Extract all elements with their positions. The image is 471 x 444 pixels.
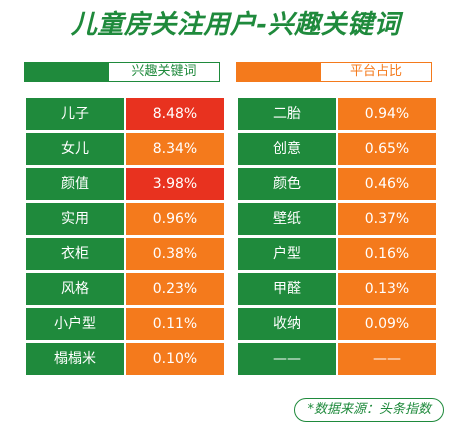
share-cell: 8.34% bbox=[126, 133, 224, 165]
keyword-cell: 衣柜 bbox=[26, 238, 124, 270]
share-cell: —— bbox=[338, 343, 436, 375]
share-cell: 0.94% bbox=[338, 98, 436, 130]
left-table: 儿子 8.48% 女儿 8.34% 颜值 3.98% 实用 0.96% 衣柜 0.38% 风格 0.2… bbox=[26, 98, 224, 378]
share-cell: 0.46% bbox=[338, 168, 436, 200]
chart-title: 儿童房关注用户-兴趣关键词 bbox=[70, 10, 401, 40]
share-cell: 0.96% bbox=[126, 203, 224, 235]
keyword-cell: 壁纸 bbox=[238, 203, 336, 235]
right-header-label: 平台占比 bbox=[320, 62, 432, 82]
left-header-bar bbox=[24, 62, 108, 82]
keyword-cell: 二胎 bbox=[238, 98, 336, 130]
right-header: 平台占比 bbox=[236, 62, 432, 82]
table-row: 衣柜 0.38% bbox=[26, 238, 224, 270]
table-row: 收纳 0.09% bbox=[238, 308, 436, 340]
share-cell: 0.09% bbox=[338, 308, 436, 340]
table-row: 风格 0.23% bbox=[26, 273, 224, 305]
right-header-bar bbox=[236, 62, 320, 82]
keyword-cell: 女儿 bbox=[26, 133, 124, 165]
table-row: 儿子 8.48% bbox=[26, 98, 224, 130]
right-table: 二胎 0.94% 创意 0.65% 颜色 0.46% 壁纸 0.37% 户型 0.16% 甲醛 0.1… bbox=[238, 98, 436, 378]
table-row: 榻榻米 0.10% bbox=[26, 343, 224, 375]
keyword-cell: 实用 bbox=[26, 203, 124, 235]
keyword-cell: 颜值 bbox=[26, 168, 124, 200]
keyword-cell: 榻榻米 bbox=[26, 343, 124, 375]
table-row: 甲醛 0.13% bbox=[238, 273, 436, 305]
left-header: 兴趣关键词 bbox=[24, 62, 220, 82]
share-cell: 0.38% bbox=[126, 238, 224, 270]
keyword-cell: 风格 bbox=[26, 273, 124, 305]
left-header-label: 兴趣关键词 bbox=[108, 62, 220, 82]
table-row: 户型 0.16% bbox=[238, 238, 436, 270]
keyword-cell: —— bbox=[238, 343, 336, 375]
keyword-cell: 儿子 bbox=[26, 98, 124, 130]
table-row: 实用 0.96% bbox=[26, 203, 224, 235]
keyword-cell: 颜色 bbox=[238, 168, 336, 200]
keyword-cell: 甲醛 bbox=[238, 273, 336, 305]
keyword-cell: 创意 bbox=[238, 133, 336, 165]
share-cell: 0.65% bbox=[338, 133, 436, 165]
share-cell: 0.16% bbox=[338, 238, 436, 270]
table-row: —— —— bbox=[238, 343, 436, 375]
share-cell: 0.11% bbox=[126, 308, 224, 340]
table-row: 女儿 8.34% bbox=[26, 133, 224, 165]
data-source-badge: *数据来源：头条指数 bbox=[294, 398, 444, 422]
share-cell: 3.98% bbox=[126, 168, 224, 200]
table-row: 创意 0.65% bbox=[238, 133, 436, 165]
share-cell: 0.13% bbox=[338, 273, 436, 305]
keyword-cell: 收纳 bbox=[238, 308, 336, 340]
keyword-cell: 户型 bbox=[238, 238, 336, 270]
keyword-cell: 小户型 bbox=[26, 308, 124, 340]
share-cell: 0.10% bbox=[126, 343, 224, 375]
table-row: 颜色 0.46% bbox=[238, 168, 436, 200]
share-cell: 0.37% bbox=[338, 203, 436, 235]
table-row: 二胎 0.94% bbox=[238, 98, 436, 130]
share-cell: 8.48% bbox=[126, 98, 224, 130]
table-row: 小户型 0.11% bbox=[26, 308, 224, 340]
share-cell: 0.23% bbox=[126, 273, 224, 305]
table-row: 颜值 3.98% bbox=[26, 168, 224, 200]
table-row: 壁纸 0.37% bbox=[238, 203, 436, 235]
